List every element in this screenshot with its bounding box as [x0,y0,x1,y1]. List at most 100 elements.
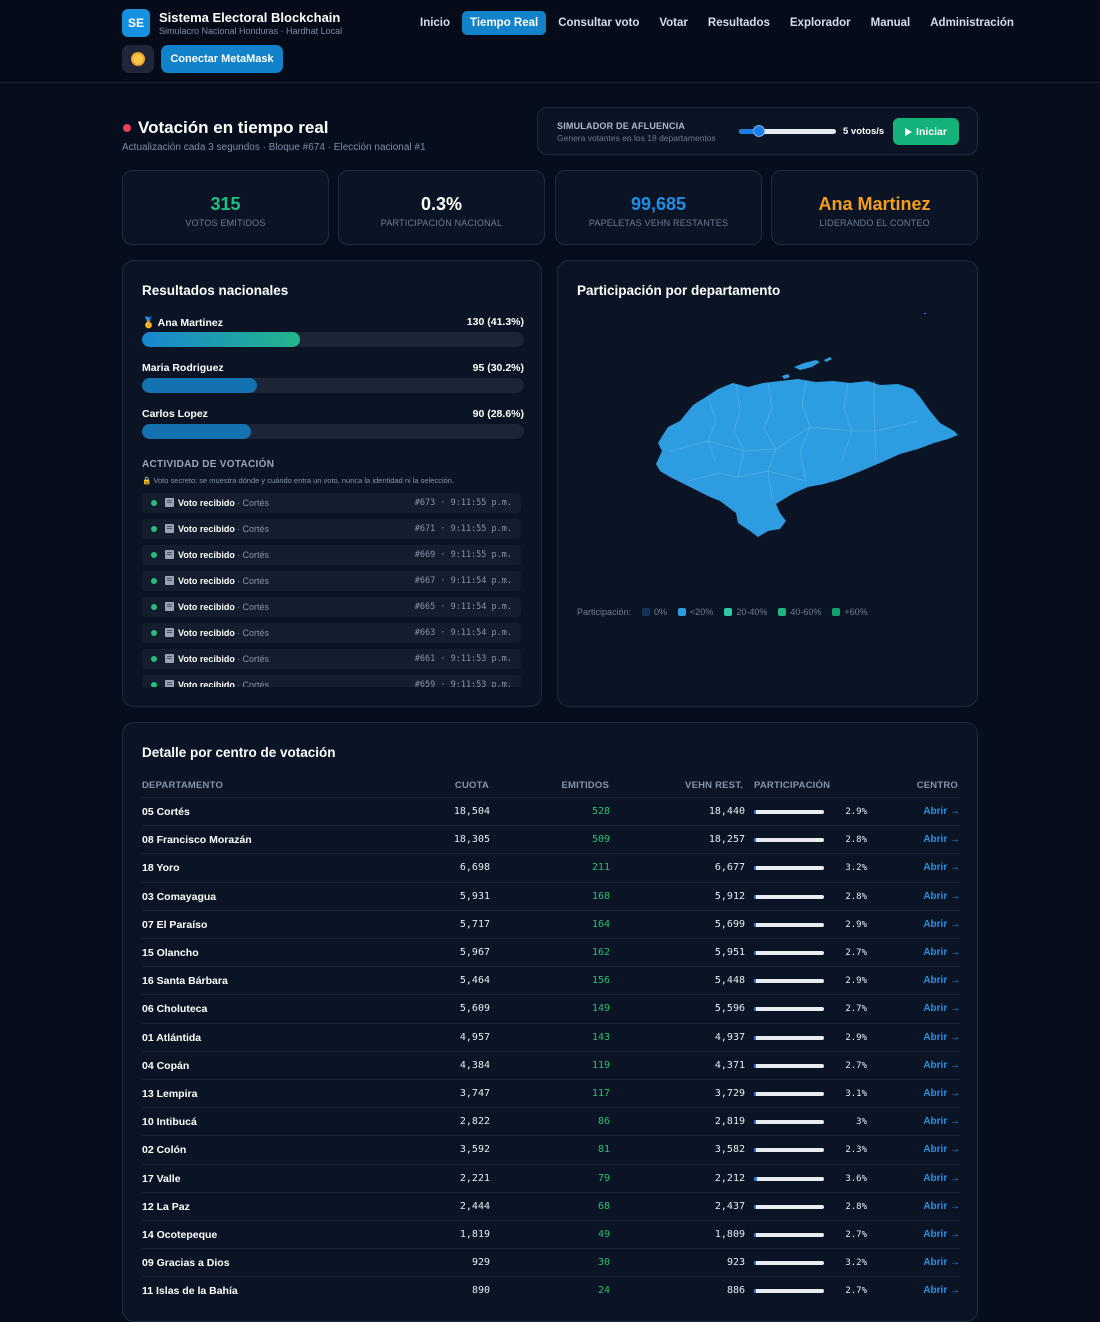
cell-department: 11 Islas de la Bahía [142,1285,238,1298]
ballot-box-icon [165,576,174,585]
activity-department: · Cortés [237,680,270,687]
nav-item-consultar-voto[interactable]: Consultar voto [558,17,640,29]
header-center[interactable]: CENTRO [916,780,958,791]
rate-slider-thumb[interactable] [753,125,766,137]
stat-value: 315 [210,194,241,214]
table-row: 01 Atlántida 4,957 143 4,937 2.9% Abrir → [142,1022,960,1051]
cell-department: 08 Francisco Morazán [142,834,252,847]
header-cast[interactable]: EMITIDOS [561,780,609,791]
island-roatan[interactable] [794,360,820,370]
open-center-link[interactable]: Abrir → [923,834,960,846]
header-quota[interactable]: CUOTA [454,780,489,791]
center-detail-panel: Detalle por centro de votación DEPARTAME… [122,722,978,1322]
connect-metamask-button[interactable]: Conectar MetaMask [161,45,283,73]
table-row: 18 Yoro 6,698 211 6,677 3.2% Abrir → [142,853,960,881]
cell-quota: 6,698 [459,862,490,874]
activity-meta: #671 · 9:11:55 p.m. [414,524,512,534]
legend-item: 20-40% [724,607,767,617]
open-center-link[interactable]: Abrir → [923,1172,960,1184]
cell-remaining: 18,257 [708,834,745,846]
open-center-link[interactable]: Abrir → [923,947,960,958]
cell-department: 14 Ocotepeque [142,1229,218,1241]
stat-card-leader: Ana Martinez LIDERANDO EL CONTEO [771,170,978,245]
open-center-link[interactable]: Abrir → [923,890,960,902]
honduras-map[interactable] [558,301,979,601]
island-swan[interactable] [924,313,926,314]
map-departments[interactable] [656,313,958,537]
legend-item: 40-60% [778,607,821,617]
candidate-votes: 130 (41.3%) [466,316,524,328]
header-department[interactable]: DEPARTAMENTO [142,780,224,791]
mainland-shape[interactable] [656,379,958,537]
open-center-link[interactable]: Abrir → [923,918,960,930]
nav-item-explorador[interactable]: Explorador [789,17,851,29]
stat-label: LIDERANDO EL CONTEO [819,218,930,228]
participation-bar-fill [754,979,757,984]
open-center-link[interactable]: Abrir → [923,1229,960,1240]
open-center-link[interactable]: Abrir → [923,1059,960,1071]
ballot-box-icon [165,550,174,559]
open-center-link[interactable]: Abrir → [923,806,960,817]
cell-remaining: 5,951 [714,947,745,958]
nav-item-resultados[interactable]: Resultados [707,17,770,29]
table-row: 09 Gracias a Dios 929 30 923 3.2% Abrir → [142,1248,960,1276]
start-simulation-button[interactable]: Iniciar [893,118,959,145]
cell-participation: 3.2% [845,863,867,874]
map-title: Participación por departamento [577,283,781,298]
cell-department: 04 Copán [142,1059,190,1072]
activity-department: · Cortés [237,550,270,560]
cell-participation: 2.7% [845,948,867,958]
ballot-box-icon [165,654,174,663]
theme-toggle-button[interactable] [122,45,154,73]
nav-item-inicio[interactable]: Inicio [420,17,451,29]
open-center-link[interactable]: Abrir → [923,862,960,874]
cell-remaining: 5,699 [714,918,745,930]
table-row: 02 Colón 3,592 81 3,582 2.3% Abrir → [142,1135,960,1163]
live-indicator-icon [123,124,131,132]
cell-quota: 3,747 [459,1088,490,1099]
cell-quota: 3,592 [459,1144,490,1156]
cell-quota: 18,504 [453,806,490,817]
cell-department: 15 Olancho [142,947,199,959]
participation-bar [754,1092,824,1096]
open-center-link[interactable]: Abrir → [923,1088,960,1099]
stat-value: 99,685 [630,194,687,214]
ballot-box-icon [165,602,174,611]
island-guanaja[interactable] [824,357,832,362]
nav-item-votar[interactable]: Votar [659,17,688,29]
open-center-link[interactable]: Abrir → [923,1116,960,1128]
participation-bar-fill [754,1148,756,1153]
cell-participation: 3.1% [845,1089,867,1099]
nav-item-manual[interactable]: Manual [870,17,911,29]
play-icon [905,127,913,136]
nav-item-tiempo-real[interactable]: Tiempo Real [462,11,547,35]
cell-remaining: 1,809 [714,1229,745,1240]
open-center-link[interactable]: Abrir → [923,975,960,987]
open-center-link[interactable]: Abrir → [923,1257,960,1269]
table-row: 05 Cortés 18,504 528 18,440 2.9% Abrir → [142,797,960,825]
activity-feed[interactable]: Voto recibido · Cortés #673 · 9:11:55 p.m.… [142,493,521,687]
header-remaining[interactable]: VEHN REST. [685,780,743,791]
open-center-link[interactable]: Abrir → [923,1031,960,1043]
app-logo[interactable]: SE [122,9,150,37]
open-center-link[interactable]: Abrir → [923,1285,960,1297]
nav-item-administración[interactable]: Administración [930,17,1014,29]
activity-department: · Cortés [237,498,270,508]
island-utila[interactable] [782,374,790,379]
header-participation[interactable]: PARTICIPACIÓN [754,780,831,791]
participation-bar [754,951,824,955]
open-center-link[interactable]: Abrir → [923,1003,960,1015]
page-title: Votación en tiempo real [138,118,329,137]
open-center-link[interactable]: Abrir → [923,1200,960,1212]
status-dot-icon [151,630,157,636]
activity-meta: #667 · 9:11:54 p.m. [414,576,512,586]
table-row: 15 Olancho 5,967 162 5,951 2.7% Abrir → [142,938,960,966]
legend-swatch [778,608,787,616]
participation-bar [754,810,824,814]
results-title: Resultados nacionales [142,283,289,298]
open-center-link[interactable]: Abrir → [923,1144,960,1156]
cell-participation: 2.9% [845,919,867,930]
table-row: 06 Choluteca 5,609 149 5,596 2.7% Abrir → [142,994,960,1022]
cell-cast: 81 [597,1144,610,1156]
rate-slider[interactable] [739,125,836,137]
